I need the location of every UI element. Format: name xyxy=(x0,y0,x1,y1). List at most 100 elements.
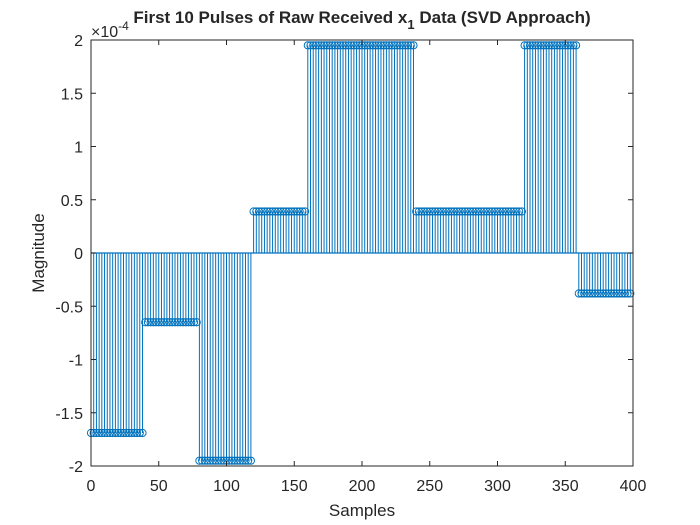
stem-marker xyxy=(471,207,480,216)
stem-marker xyxy=(490,207,499,216)
stem-marker xyxy=(330,41,339,50)
stem-marker xyxy=(325,41,334,50)
stem-marker xyxy=(580,289,589,298)
stem-marker xyxy=(225,456,234,465)
stem-marker xyxy=(544,41,554,50)
x-tick-label: 0 xyxy=(87,478,96,495)
stem-marker xyxy=(436,207,445,216)
stem-marker xyxy=(165,318,174,327)
stem-marker xyxy=(450,207,459,216)
stem-marker xyxy=(241,456,250,465)
stem-marker xyxy=(227,456,237,465)
stem-marker xyxy=(322,41,331,50)
stem-marker xyxy=(214,456,223,465)
x-axis-label: Samples xyxy=(329,501,395,520)
stem-marker xyxy=(122,428,131,438)
stem-marker xyxy=(582,289,592,298)
stem-marker xyxy=(607,289,616,298)
stem-marker xyxy=(531,41,540,50)
y-tick-label: 1 xyxy=(74,140,83,157)
stem-marker xyxy=(417,207,426,216)
stem-marker xyxy=(260,207,269,216)
stem-marker xyxy=(249,207,258,216)
stem-marker xyxy=(547,41,556,50)
stem-marker xyxy=(257,207,266,216)
x-tick-label: 200 xyxy=(349,478,376,495)
stem-marker xyxy=(615,289,624,298)
stem-marker xyxy=(341,41,350,50)
stem-marker xyxy=(474,207,483,216)
stem-marker xyxy=(173,318,182,327)
stem-marker xyxy=(428,207,437,216)
stem-marker xyxy=(512,207,521,216)
stem-marker xyxy=(444,207,453,216)
stem-marker xyxy=(536,41,545,50)
stem-marker xyxy=(368,41,377,50)
y-tick-label: 0 xyxy=(74,246,83,263)
stem-marker xyxy=(398,41,407,50)
stem-marker xyxy=(520,41,529,50)
stem-marker xyxy=(303,41,312,50)
stem-marker xyxy=(141,318,150,327)
title-subscript: 1 xyxy=(407,17,414,32)
stem-marker xyxy=(566,41,575,50)
y-tick-label: -0.5 xyxy=(55,299,83,316)
stem-marker xyxy=(284,207,293,216)
stem-series xyxy=(86,41,635,465)
stem-marker xyxy=(501,207,510,216)
stem-marker xyxy=(135,428,144,438)
stem-marker xyxy=(282,207,291,216)
stem-marker xyxy=(317,41,326,50)
stem-marker xyxy=(623,289,632,298)
y-tick-label: -2 xyxy=(69,459,83,476)
stem-marker xyxy=(187,318,196,327)
stem-marker xyxy=(620,289,629,298)
y-exponent-label: ×10-4 xyxy=(91,19,129,41)
stem-marker xyxy=(176,318,185,327)
stem-marker xyxy=(116,428,125,438)
stem-marker xyxy=(360,41,369,50)
stem-marker xyxy=(170,318,180,327)
stem-marker xyxy=(523,41,532,50)
stem-marker xyxy=(447,207,456,216)
stem-marker xyxy=(379,41,388,50)
stem-marker xyxy=(517,207,526,216)
stem-marker xyxy=(441,207,451,216)
stem-marker xyxy=(143,318,153,327)
stem-marker xyxy=(181,318,190,327)
stem-marker xyxy=(553,41,562,50)
chart-title: First 10 Pulses of Raw Received x1 Data … xyxy=(133,8,590,32)
stem-marker xyxy=(114,428,123,438)
stem-marker xyxy=(366,41,375,50)
stem-marker xyxy=(230,456,239,465)
stem-marker xyxy=(604,289,613,298)
stem-marker xyxy=(184,318,193,327)
stem-marker xyxy=(300,207,310,216)
stem-marker xyxy=(254,207,264,216)
stem-marker xyxy=(555,41,564,50)
stem-marker xyxy=(371,41,380,50)
stem-marker xyxy=(235,456,245,465)
stem-marker xyxy=(363,41,372,50)
stem-marker xyxy=(252,207,261,216)
stem-marker xyxy=(412,207,421,216)
stem-marker xyxy=(477,207,486,216)
stem-marker xyxy=(336,41,345,50)
stem-marker xyxy=(292,207,302,216)
stem-marker xyxy=(487,207,497,216)
stem-marker xyxy=(347,41,356,50)
y-tick-label: 1.5 xyxy=(61,86,83,103)
stem-marker xyxy=(154,318,163,327)
y-tick-label: 0.5 xyxy=(61,193,83,210)
stem-marker xyxy=(460,207,470,216)
stem-marker xyxy=(189,318,199,327)
stem-marker xyxy=(162,318,171,327)
y-axis-label: Magnitude xyxy=(29,213,48,292)
stem-marker xyxy=(590,289,600,298)
stem-marker xyxy=(328,41,337,50)
stem-marker xyxy=(124,428,134,438)
stem-marker xyxy=(203,456,212,465)
stem-marker xyxy=(265,207,274,216)
stem-marker xyxy=(452,207,461,216)
stem-marker xyxy=(458,207,467,216)
